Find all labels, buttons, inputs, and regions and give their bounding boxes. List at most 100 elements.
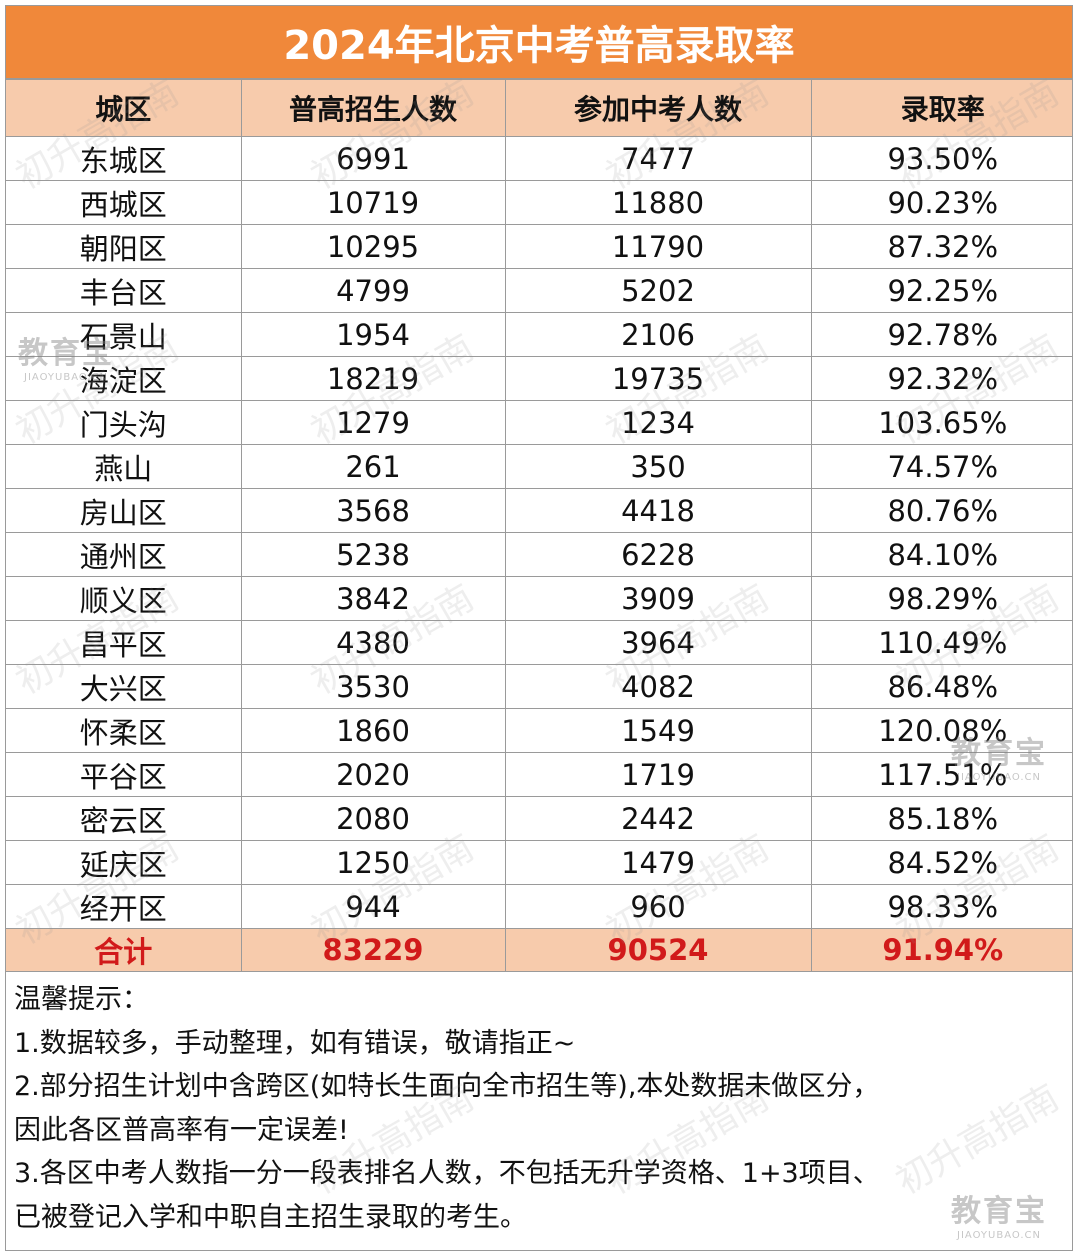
examinees-cell: 3964 <box>504 620 812 665</box>
table-row: 朝阳区 10295 11790 87.32% <box>6 224 1072 269</box>
table-row: 顺义区 3842 3909 98.29% <box>6 576 1072 621</box>
rate-cell: 120.08% <box>810 708 1072 753</box>
rate-cell: 92.32% <box>810 356 1072 401</box>
header-enrollment: 普高招生人数 <box>240 79 506 137</box>
notes-heading: 温馨提示： <box>14 984 149 1015</box>
examinees-cell: 1234 <box>504 400 812 445</box>
district-cell: 通州区 <box>6 532 242 577</box>
examinees-cell: 1549 <box>504 708 812 753</box>
total-examinees: 90524 <box>504 928 812 972</box>
table-row: 经开区 944 960 98.33% <box>6 884 1072 929</box>
table-row: 房山区 3568 4418 80.76% <box>6 488 1072 533</box>
header-examinees: 参加中考人数 <box>504 79 812 137</box>
district-cell: 海淀区 <box>6 356 242 401</box>
examinees-cell: 3909 <box>504 576 812 621</box>
district-cell: 朝阳区 <box>6 224 242 269</box>
district-cell: 怀柔区 <box>6 708 242 753</box>
rate-cell: 87.32% <box>810 224 1072 269</box>
rate-cell: 103.65% <box>810 400 1072 445</box>
enrollment-cell: 3568 <box>240 488 506 533</box>
total-rate: 91.94% <box>810 928 1072 972</box>
enrollment-cell: 1250 <box>240 840 506 885</box>
rate-cell: 86.48% <box>810 664 1072 709</box>
total-row: 合计 83229 90524 91.94% <box>6 928 1072 972</box>
enrollment-cell: 4799 <box>240 268 506 313</box>
examinees-cell: 1479 <box>504 840 812 885</box>
total-label: 合计 <box>6 928 242 972</box>
district-cell: 西城区 <box>6 180 242 225</box>
enrollment-cell: 4380 <box>240 620 506 665</box>
note-line: 1.数据较多，手动整理，如有错误，敬请指正~ <box>14 1027 576 1059</box>
table-row: 延庆区 1250 1479 84.52% <box>6 840 1072 885</box>
enrollment-cell: 10719 <box>240 180 506 225</box>
table-row: 昌平区 4380 3964 110.49% <box>6 620 1072 665</box>
district-cell: 丰台区 <box>6 268 242 313</box>
examinees-cell: 19735 <box>504 356 812 401</box>
table-body: 东城区 6991 7477 93.50% 西城区 10719 11880 90.23% 朝阳区 1… <box>6 136 1072 972</box>
table-row: 海淀区 18219 19735 92.32% <box>6 356 1072 401</box>
table-row: 门头沟 1279 1234 103.65% <box>6 400 1072 445</box>
total-enrollment: 83229 <box>240 928 506 972</box>
district-cell: 大兴区 <box>6 664 242 709</box>
rate-cell: 110.49% <box>810 620 1072 665</box>
enrollment-cell: 3530 <box>240 664 506 709</box>
rate-cell: 93.50% <box>810 136 1072 181</box>
table-row: 东城区 6991 7477 93.50% <box>6 136 1072 181</box>
examinees-cell: 960 <box>504 884 812 929</box>
header-rate: 录取率 <box>810 79 1072 137</box>
examinees-cell: 5202 <box>504 268 812 313</box>
district-cell: 石景山 <box>6 312 242 357</box>
rate-cell: 117.51% <box>810 752 1072 797</box>
table-row: 燕山 261 350 74.57% <box>6 444 1072 489</box>
rate-cell: 92.78% <box>810 312 1072 357</box>
rate-cell: 98.33% <box>810 884 1072 929</box>
enrollment-cell: 944 <box>240 884 506 929</box>
enrollment-cell: 1860 <box>240 708 506 753</box>
enrollment-cell: 1279 <box>240 400 506 445</box>
table-row: 通州区 5238 6228 84.10% <box>6 532 1072 577</box>
table-row: 密云区 2080 2442 85.18% <box>6 796 1072 841</box>
table-row: 丰台区 4799 5202 92.25% <box>6 268 1072 313</box>
admission-rate-sheet: 2024年北京中考普高录取率 城区 普高招生人数 参加中考人数 录取率 东城区 6… <box>5 5 1073 1251</box>
page-title: 2024年北京中考普高录取率 <box>6 6 1072 79</box>
examinees-cell: 350 <box>504 444 812 489</box>
rate-cell: 74.57% <box>810 444 1072 489</box>
enrollment-cell: 3842 <box>240 576 506 621</box>
enrollment-cell: 1954 <box>240 312 506 357</box>
table-header-row: 城区 普高招生人数 参加中考人数 录取率 <box>6 79 1072 137</box>
table-row: 西城区 10719 11880 90.23% <box>6 180 1072 225</box>
enrollment-cell: 18219 <box>240 356 506 401</box>
note-line: 已被登记入学和中职自主招生录取的考生。 <box>14 1201 527 1233</box>
enrollment-cell: 2020 <box>240 752 506 797</box>
district-cell: 昌平区 <box>6 620 242 665</box>
note-line: 3.各区中考人数指一分一段表排名人数，不包括无升学资格、1+3项目、 <box>14 1158 880 1189</box>
district-cell: 经开区 <box>6 884 242 929</box>
examinees-cell: 2106 <box>504 312 812 357</box>
examinees-cell: 1719 <box>504 752 812 797</box>
examinees-cell: 7477 <box>504 136 812 181</box>
examinees-cell: 2442 <box>504 796 812 841</box>
district-cell: 房山区 <box>6 488 242 533</box>
examinees-cell: 11880 <box>504 180 812 225</box>
rate-cell: 85.18% <box>810 796 1072 841</box>
notes-section: 温馨提示： 1.数据较多，手动整理，如有错误，敬请指正~ 2.部分招生计划中含跨… <box>6 972 1072 1239</box>
district-cell: 密云区 <box>6 796 242 841</box>
table-row: 大兴区 3530 4082 86.48% <box>6 664 1072 709</box>
header-district: 城区 <box>6 79 242 137</box>
table-row: 怀柔区 1860 1549 120.08% <box>6 708 1072 753</box>
district-cell: 延庆区 <box>6 840 242 885</box>
rate-cell: 98.29% <box>810 576 1072 621</box>
rate-cell: 92.25% <box>810 268 1072 313</box>
district-cell: 门头沟 <box>6 400 242 445</box>
enrollment-cell: 10295 <box>240 224 506 269</box>
note-line: 2.部分招生计划中含跨区(如特长生面向全市招生等),本处数据未做区分， <box>14 1071 880 1102</box>
examinees-cell: 6228 <box>504 532 812 577</box>
district-cell: 平谷区 <box>6 752 242 797</box>
examinees-cell: 4418 <box>504 488 812 533</box>
rate-cell: 90.23% <box>810 180 1072 225</box>
enrollment-cell: 2080 <box>240 796 506 841</box>
enrollment-cell: 5238 <box>240 532 506 577</box>
rate-cell: 84.10% <box>810 532 1072 577</box>
table-row: 平谷区 2020 1719 117.51% <box>6 752 1072 797</box>
rate-cell: 80.76% <box>810 488 1072 533</box>
